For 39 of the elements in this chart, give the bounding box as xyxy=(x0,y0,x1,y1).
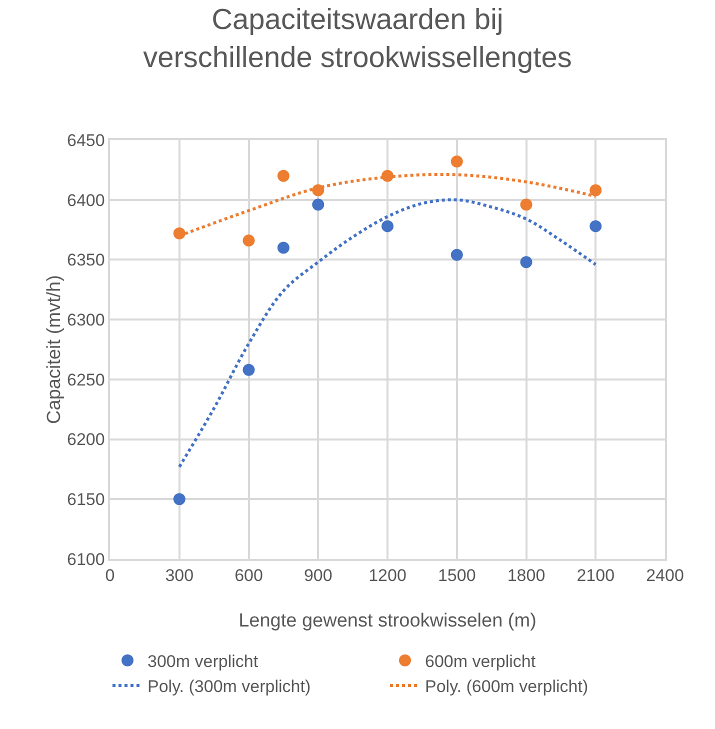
x-tick-label: 1500 xyxy=(438,566,476,586)
point xyxy=(312,198,324,211)
point xyxy=(520,256,532,268)
point xyxy=(520,198,532,211)
legend-label: Poly. (300m verplicht) xyxy=(148,677,311,696)
line-series xyxy=(178,198,598,468)
legend-label: Poly. (600m verplicht) xyxy=(425,677,588,696)
x-tick-label: 300 xyxy=(165,566,194,586)
point xyxy=(382,220,394,232)
x-tick-label: 1800 xyxy=(507,566,546,586)
x-tick-label: 900 xyxy=(304,566,332,586)
y-tick-label: 6300 xyxy=(67,310,105,330)
x-tick-label: 2100 xyxy=(576,566,615,586)
x-tick-label: 600 xyxy=(234,566,263,586)
point xyxy=(173,227,186,240)
y-tick-label: 6150 xyxy=(67,490,105,510)
point xyxy=(450,248,463,261)
point xyxy=(277,170,290,182)
y-axis-title: Capaciteit (mvt/h) xyxy=(44,275,66,424)
y-tick-label: 6450 xyxy=(67,130,105,150)
point xyxy=(242,234,255,247)
legend-label: 300m verplicht xyxy=(148,652,258,671)
point xyxy=(450,156,463,168)
x-tick-label: 1200 xyxy=(368,566,406,586)
y-tick-label: 6100 xyxy=(67,550,105,569)
point xyxy=(242,364,255,376)
point xyxy=(590,184,602,196)
legend-label: 600m verplicht xyxy=(425,652,536,671)
x-tick-label: 2400 xyxy=(646,566,684,586)
point xyxy=(277,242,290,254)
y-tick-label: 6350 xyxy=(67,250,105,270)
point xyxy=(590,220,602,232)
y-tick-label: 6250 xyxy=(67,370,105,390)
y-tick-label: 6200 xyxy=(67,430,105,450)
y-tick-label: 6400 xyxy=(67,190,105,210)
x-axis-title: Lengte gewenst strookwisselen (m) xyxy=(238,610,536,632)
chart-title: Capaciteitswaarden bij verschillende strookwissellengtes xyxy=(143,4,572,74)
x-tick-label: 0 xyxy=(105,566,115,586)
point xyxy=(173,493,186,506)
